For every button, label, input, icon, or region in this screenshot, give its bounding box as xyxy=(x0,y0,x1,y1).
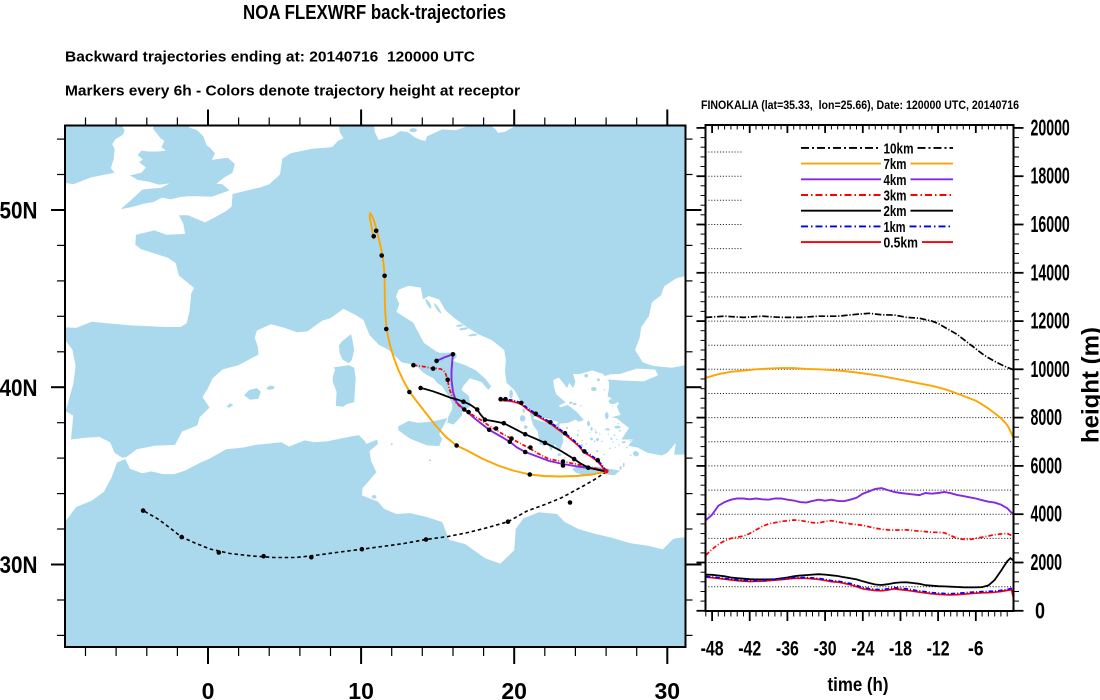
svg-text:10km: 10km xyxy=(884,140,914,157)
svg-text:0: 0 xyxy=(202,678,215,700)
svg-text:NOA FLEXWRF back-trajectories: NOA FLEXWRF back-trajectories xyxy=(243,2,506,24)
svg-text:-36: -36 xyxy=(776,638,799,661)
svg-text:6000: 6000 xyxy=(1031,452,1063,478)
svg-text:3km: 3km xyxy=(884,188,907,205)
svg-text:time (h): time (h) xyxy=(828,675,889,696)
svg-text:40N: 40N xyxy=(0,375,38,402)
svg-text:20: 20 xyxy=(501,678,527,700)
svg-text:-6: -6 xyxy=(968,638,984,661)
svg-text:1km: 1km xyxy=(884,219,906,236)
svg-text:10000: 10000 xyxy=(1031,356,1070,382)
svg-text:20000: 20000 xyxy=(1031,114,1070,140)
svg-text:0: 0 xyxy=(1035,597,1045,623)
svg-text:16000: 16000 xyxy=(1031,211,1070,237)
svg-text:height (m): height (m) xyxy=(1078,327,1100,443)
svg-text:Markers every 6h - Colors deno: Markers every 6h - Colors denote traject… xyxy=(65,83,520,100)
svg-text:14000: 14000 xyxy=(1031,259,1070,285)
svg-text:FINOKALIA (lat=35.33, lon=25.: FINOKALIA (lat=35.33, lon=25.66), Date: … xyxy=(701,98,1019,112)
svg-text:30: 30 xyxy=(655,678,681,700)
svg-text:Backward trajectories ending a: Backward trajectories ending at: 2014071… xyxy=(65,49,475,66)
svg-text:-30: -30 xyxy=(814,638,837,661)
svg-text:8000: 8000 xyxy=(1031,404,1063,430)
svg-text:-18: -18 xyxy=(889,638,912,661)
svg-text:-24: -24 xyxy=(851,638,874,661)
svg-text:50N: 50N xyxy=(0,198,38,225)
svg-text:4km: 4km xyxy=(884,172,907,189)
svg-text:10: 10 xyxy=(348,678,374,700)
svg-text:2000: 2000 xyxy=(1031,549,1063,575)
svg-text:30N: 30N xyxy=(0,552,38,579)
svg-text:12000: 12000 xyxy=(1031,308,1070,334)
svg-text:2km: 2km xyxy=(884,203,907,220)
svg-text:-12: -12 xyxy=(927,638,950,661)
svg-text:0.5km: 0.5km xyxy=(884,235,919,252)
svg-text:4000: 4000 xyxy=(1031,501,1063,527)
svg-text:7km: 7km xyxy=(884,156,907,173)
svg-text:-48: -48 xyxy=(701,638,724,661)
svg-text:18000: 18000 xyxy=(1031,163,1070,189)
svg-text:-42: -42 xyxy=(738,638,761,661)
